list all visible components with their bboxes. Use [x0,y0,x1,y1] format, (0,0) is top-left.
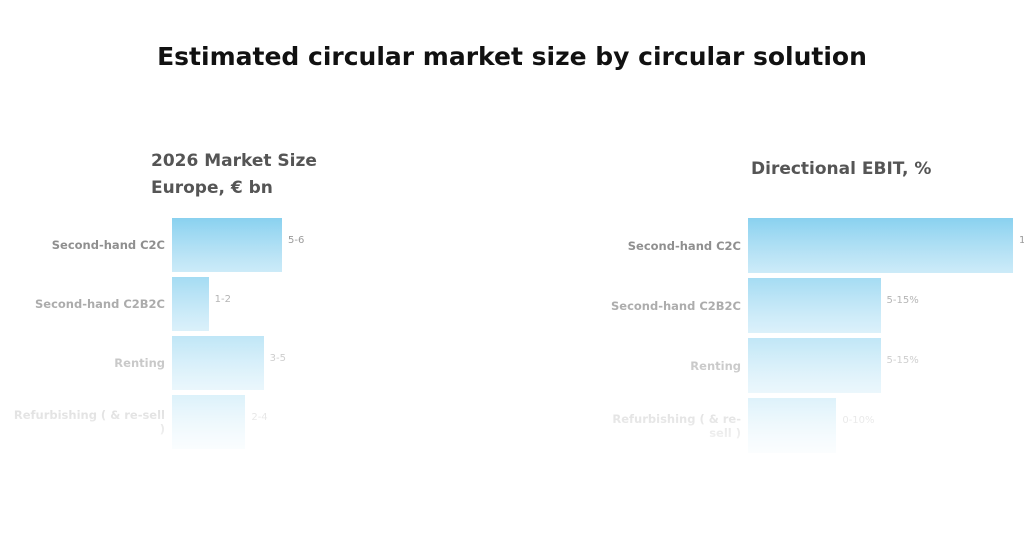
value-label: 1 [1019,235,1024,246]
page-title: Estimated circular market size by circul… [157,42,867,71]
category-label: Second-hand C2B2C [610,298,741,313]
bar [748,218,1013,273]
category-label: Refurbishing ( & re-sell ) [612,411,741,440]
bar [748,338,881,393]
chart-subtitle: Europe, € bn [151,178,273,198]
value-label: 1-2 [214,294,231,305]
value-label: 5-15% [886,355,919,366]
chart-title: 2026 Market Size [151,151,317,171]
bar [172,395,246,449]
value-label: 0-10% [842,415,875,426]
chart-title: Directional EBIT, % [751,159,932,179]
value-label: 3-5 [269,353,286,364]
bar [748,398,837,453]
category-label: Second-hand C2C [51,238,165,252]
category-label: Refurbishing ( & re-sell ) [13,408,165,436]
bar [172,218,282,272]
bar [172,277,209,331]
category-label: Renting [690,358,741,373]
bar [172,336,264,390]
value-label: 5-6 [288,235,305,246]
category-label: Second-hand C2C [627,238,741,253]
bar [748,278,881,333]
value-label: 2-4 [251,412,268,423]
value-label: 5-15% [886,295,919,306]
category-label: Renting [114,356,165,370]
category-label: Second-hand C2B2C [34,297,165,311]
